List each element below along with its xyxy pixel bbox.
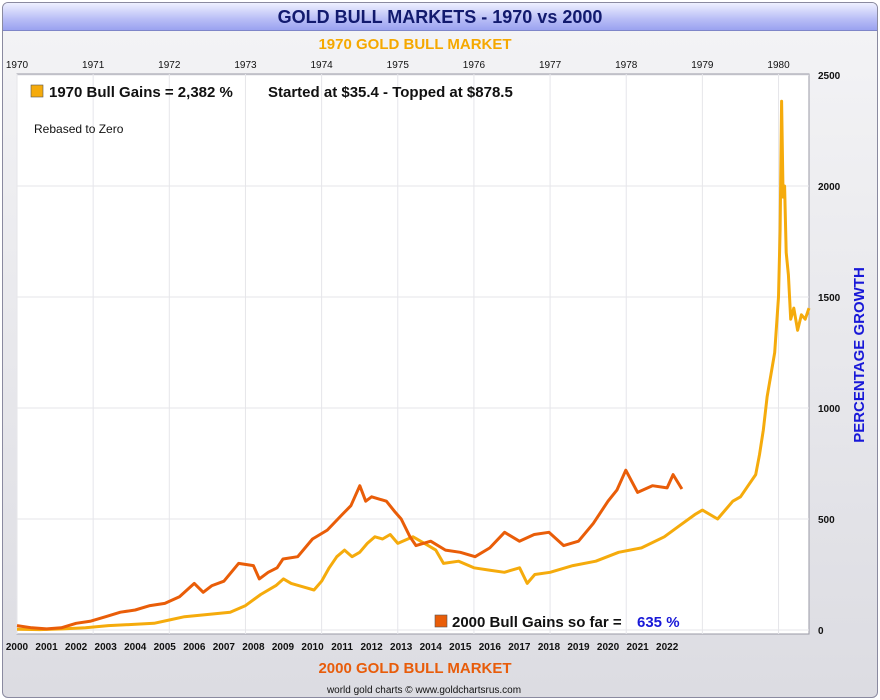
top-tick-label: 1970 [6,60,29,71]
footer-credit: world gold charts © www.goldchartsrus.co… [326,685,521,696]
top-tick-label: 1973 [234,60,257,71]
bottom-tick-label: 2004 [124,642,147,653]
bottom-tick-label: 2010 [301,642,324,653]
bottom-tick-label: 2017 [508,642,531,653]
bottom-tick-label: 2002 [65,642,88,653]
top-tick-label: 1977 [539,60,562,71]
bottom-tick-label: 2008 [242,642,265,653]
bottom-tick-label: 2016 [479,642,502,653]
y-tick-label: 2000 [818,182,841,193]
bottom-axis-title: 2000 GOLD BULL MARKET [318,660,511,677]
bottom-tick-label: 2005 [154,642,177,653]
bottom-tick-label: 2007 [213,642,236,653]
bottom-tick-label: 2013 [390,642,413,653]
title-bar: GOLD BULL MARKETS - 1970 vs 2000 [3,3,877,31]
plot-area [16,73,810,635]
top-tick-label: 1976 [463,60,486,71]
bottom-tick-label: 2000 [6,642,29,653]
bottom-tick-label: 2009 [272,642,295,653]
bottom-tick-label: 2003 [95,642,118,653]
top-tick-label: 1975 [387,60,410,71]
top-tick-label: 1974 [310,60,333,71]
bottom-axis-ticks: 2000 2001 2002 2003 2004 2005 2006 2007 2008 2009… [6,642,679,653]
top-axis-title: 1970 GOLD BULL MARKET [318,36,511,53]
top-axis-ticks: 1970 1971 1972 1973 1974 1975 1976 1977 1978 1979… [6,60,790,71]
bottom-tick-label: 2015 [449,642,472,653]
top-tick-label: 1971 [82,60,105,71]
top-tick-label: 1979 [691,60,714,71]
bottom-tick-label: 2019 [567,642,590,653]
y-tick-label: 2500 [818,71,841,82]
bottom-tick-label: 2006 [183,642,206,653]
bottom-tick-label: 2011 [331,642,353,653]
grid-lines [16,74,809,634]
top-tick-label: 1980 [767,60,790,71]
bottom-tick-label: 2021 [626,642,649,653]
bottom-tick-label: 2014 [420,642,443,653]
legend-2000-value: 635 % [637,614,680,631]
legend-1970-label: 1970 Bull Gains = 2,382 % [49,84,233,101]
bottom-tick-label: 2012 [361,642,384,653]
top-tick-label: 1972 [158,60,181,71]
rebased-note: Rebased to Zero [34,122,124,136]
series-2000-line [16,468,684,631]
chart-title: GOLD BULL MARKETS - 1970 vs 2000 [277,7,603,27]
series-1970-line [16,99,811,632]
y-tick-label: 1500 [818,293,841,304]
bottom-tick-label: 2001 [35,642,58,653]
bottom-tick-label: 2020 [597,642,620,653]
y-tick-label: 1000 [818,404,841,415]
y-tick-label: 500 [818,515,835,526]
series-lines [16,99,811,632]
legend-2000-label: 2000 Bull Gains so far = [452,614,622,631]
legend-2000-swatch [434,614,448,628]
top-tick-label: 1978 [615,60,638,71]
y-axis-ticks: 0 500 1000 1500 2000 2500 [818,71,841,637]
y-axis-title: PERCENTAGE GROWTH [851,267,868,443]
bottom-tick-label: 2018 [538,642,561,653]
y-tick-label: 0 [818,626,824,637]
started-topped-note: Started at $35.4 - Topped at $878.5 [268,84,513,101]
legend-1970-swatch [30,84,44,98]
bottom-tick-label: 2022 [656,642,679,653]
